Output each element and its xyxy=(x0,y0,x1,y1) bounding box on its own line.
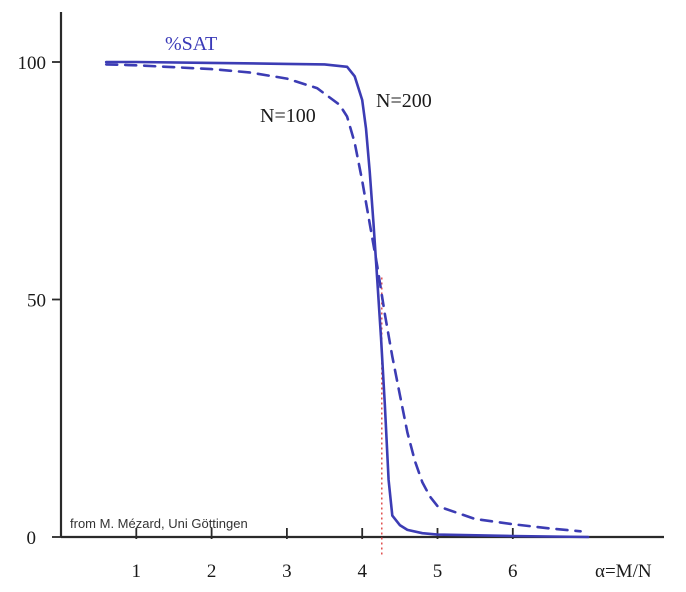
x-tick-label-2: 2 xyxy=(207,561,217,582)
x-axis-label: α=M/N xyxy=(595,561,652,582)
axes xyxy=(59,12,664,539)
x-tick-label-5: 5 xyxy=(433,561,443,582)
series-label-n200: N=200 xyxy=(376,90,432,112)
ticks: 1 2 3 4 5 6 0 50 100 xyxy=(18,53,518,582)
series-line-n100 xyxy=(104,63,582,533)
x-tick-label-1: 1 xyxy=(132,561,142,582)
x-tick-label-6: 6 xyxy=(508,561,518,582)
x-tick-label-4: 4 xyxy=(357,561,367,582)
x-tick-label-3: 3 xyxy=(282,561,292,582)
series-label-n100: N=100 xyxy=(260,105,316,127)
y-tick-label-100: 100 xyxy=(18,53,47,74)
series-group xyxy=(104,60,590,539)
y-axis-label: %SAT xyxy=(165,33,217,55)
source-credit: from M. Mézard, Uni Göttingen xyxy=(70,516,248,531)
y-tick-label-50: 50 xyxy=(27,291,46,312)
y-tick-label-0: 0 xyxy=(27,528,37,549)
series-line-n200 xyxy=(104,60,590,539)
